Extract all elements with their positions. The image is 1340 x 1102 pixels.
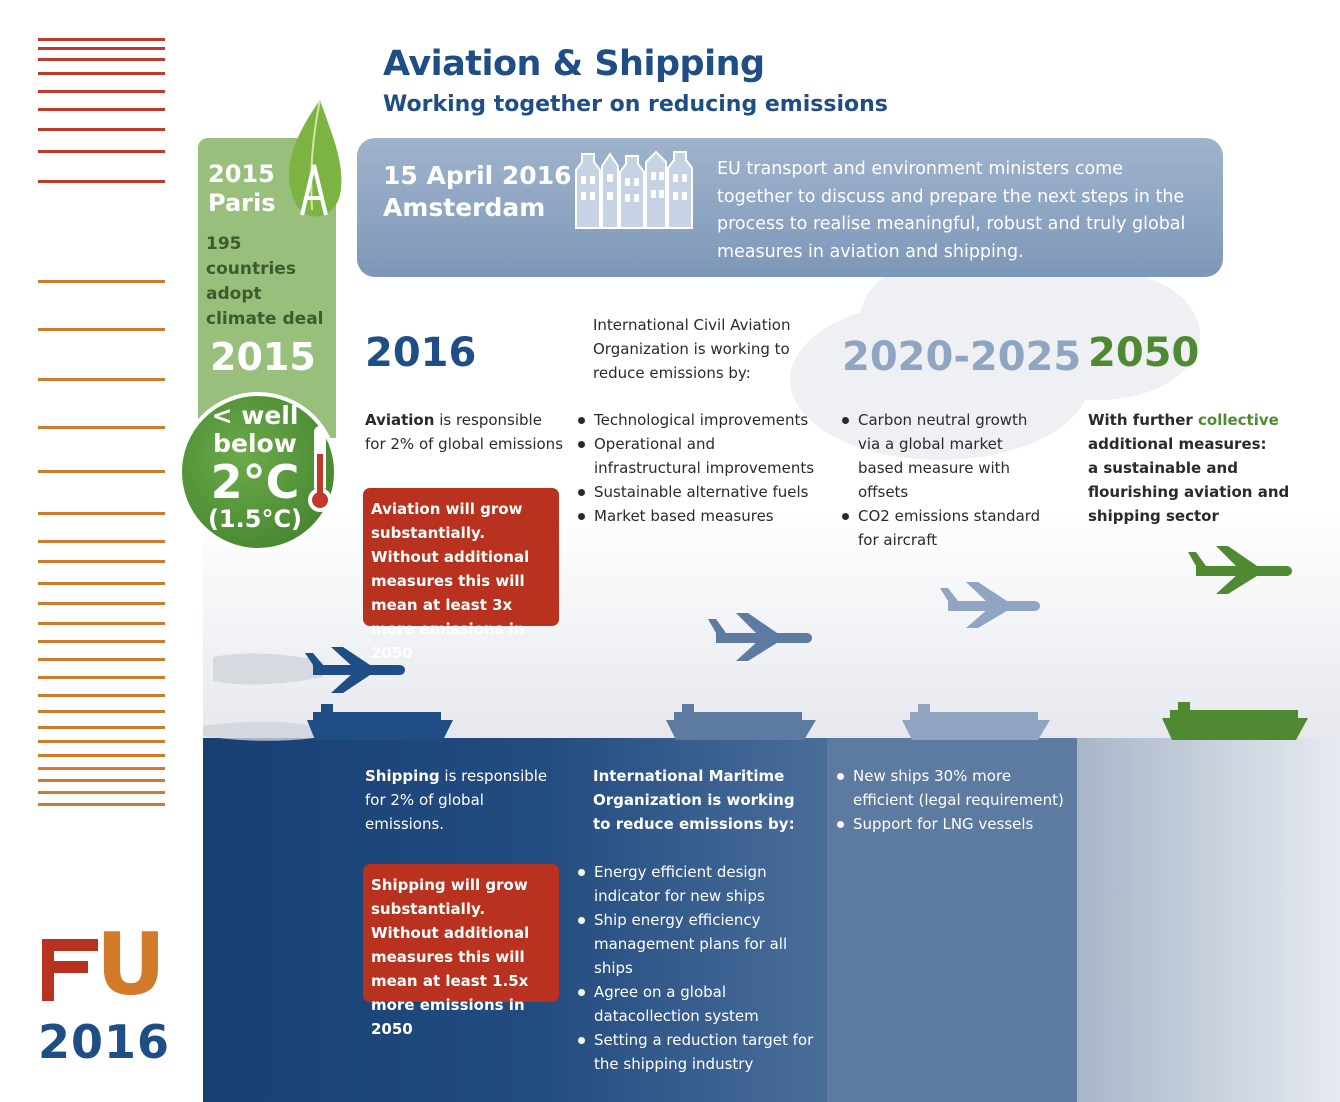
thermometer-icon (308, 426, 332, 512)
list-item: CO2 emissions standard for aircraft (842, 504, 1052, 552)
shipping-warning-box: Shipping will grow substantially. Withou… (363, 864, 559, 1038)
icao-measures-list: Technological improvements Operational a… (578, 408, 818, 528)
future-2050-text: With further collective additional measu… (1088, 411, 1290, 525)
paris-year-big: 2015 (210, 335, 316, 379)
aviation-warning-box: Aviation will grow substantially. Withou… (363, 488, 559, 662)
list-item: Market based measures (578, 504, 818, 528)
airplane-icon (1188, 546, 1292, 594)
list-item: Energy efficient design indicator for ne… (578, 860, 818, 908)
page-subtitle: Working together on reducing emissions (383, 92, 888, 117)
imo-measures-list: Energy efficient design indicator for ne… (578, 860, 818, 1076)
shipping-2020-list: New ships 30% more efficient (legal requ… (837, 764, 1072, 836)
canal-houses-icon (575, 150, 693, 229)
ship-icon (1162, 702, 1308, 740)
eu-logo (42, 939, 98, 1001)
ship-icon (666, 704, 816, 740)
globe-icon (178, 392, 338, 552)
sea-section-2050 (1077, 738, 1340, 1102)
eu-logo-letter: U (96, 915, 166, 1015)
list-item: Sustainable alternative fuels (578, 480, 818, 504)
aviation-2020-list: Carbon neutral growth via a global marke… (842, 408, 1052, 552)
list-item: Support for LNG vessels (837, 812, 1072, 836)
paris-year: 2015 Paris (208, 160, 276, 217)
icao-intro: International Civil Aviation Organizatio… (593, 316, 791, 382)
airplane-icon (708, 613, 812, 661)
paris-agreement-text: 195 countries adopt climate deal (206, 234, 324, 329)
ship-icon (203, 704, 453, 741)
cloud-shape (1000, 270, 1200, 400)
temperature-target: < well below 2°C (1.5°C) (207, 401, 303, 533)
amsterdam-date: 15 April 2016 Amsterdam (383, 161, 572, 222)
eu-presidency-year: 2016 (38, 1015, 171, 1069)
page-title: Aviation & Shipping (383, 44, 765, 84)
airplane-icon (940, 582, 1040, 628)
amsterdam-description: EU transport and environment ministers c… (717, 159, 1186, 262)
airplane-icon (213, 647, 405, 693)
leaf-eiffel-icon (289, 100, 342, 217)
list-item: Setting a reduction target for the shipp… (578, 1028, 818, 1076)
imo-intro: International Maritime Organization is w… (593, 767, 795, 833)
amsterdam-banner (357, 138, 1223, 277)
list-item: Ship energy efficiency management plans … (578, 908, 818, 980)
aviation-share-text: Aviation is responsible for 2% of global… (365, 411, 564, 453)
list-item: Agree on a global datacollection system (578, 980, 818, 1028)
year-2016: 2016 (365, 330, 477, 376)
list-item: Operational and infrastructural improvem… (578, 432, 818, 480)
list-item: New ships 30% more efficient (legal requ… (837, 764, 1072, 812)
shipping-share-text: Shipping is responsible for 2% of global… (365, 767, 548, 833)
sea-section-2020 (827, 738, 1077, 1102)
list-item: Carbon neutral growth via a global marke… (842, 408, 1052, 504)
list-item: Technological improvements (578, 408, 818, 432)
year-2050: 2050 (1088, 330, 1200, 376)
ship-icon (902, 704, 1050, 740)
year-2020-2025: 2020-2025 (842, 334, 1082, 380)
